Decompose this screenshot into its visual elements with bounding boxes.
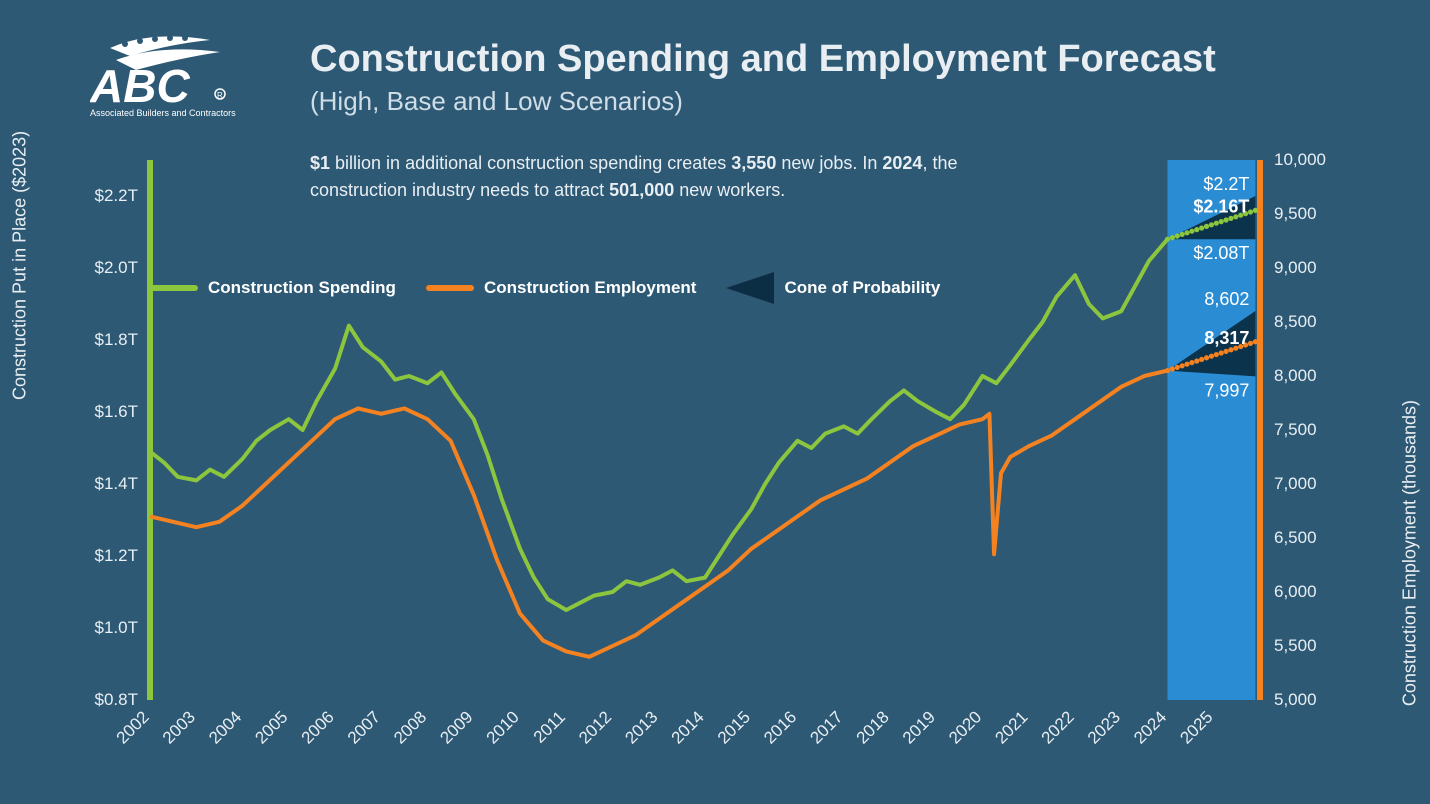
y-right-tick: 5,000	[1274, 690, 1317, 709]
line-spending	[150, 239, 1168, 610]
forecast-dot	[1180, 363, 1185, 368]
forecast-dot	[1170, 366, 1175, 371]
y-right-tick: 7,500	[1274, 420, 1317, 439]
forecast-label: $2.2T	[1203, 174, 1249, 194]
x-tick: 2009	[436, 707, 476, 747]
forecast-dot	[1219, 219, 1224, 224]
forecast-dot	[1209, 222, 1214, 227]
forecast-dot	[1199, 357, 1204, 362]
y-right-tick: 10,000	[1274, 150, 1326, 169]
forecast-label: 8,317	[1204, 328, 1249, 348]
x-tick: 2003	[159, 707, 199, 747]
forecast-dot	[1165, 368, 1170, 373]
y-axis-right-label: Construction Employment (thousands)	[1400, 400, 1421, 706]
forecast-dot	[1194, 358, 1199, 363]
forecast-dot	[1204, 355, 1209, 360]
x-tick: 2019	[899, 707, 939, 747]
y-right-tick: 8,000	[1274, 366, 1317, 385]
x-tick: 2021	[991, 707, 1031, 747]
y-left-tick: $2.2T	[95, 186, 138, 205]
x-tick: 2012	[575, 707, 615, 747]
forecast-dot	[1204, 224, 1209, 229]
forecast-dot	[1253, 339, 1258, 344]
y-left-tick: $1.0T	[95, 618, 138, 637]
chart-card: ABC R Associated Builders and Contractor…	[0, 0, 1430, 804]
x-tick: 2014	[668, 707, 708, 747]
forecast-dot	[1199, 225, 1204, 230]
x-tick: 2008	[390, 707, 430, 747]
x-tick: 2016	[760, 707, 800, 747]
x-tick: 2018	[853, 707, 893, 747]
forecast-dot	[1189, 229, 1194, 234]
y-left-tick: $1.8T	[95, 330, 138, 349]
forecast-dot	[1194, 227, 1199, 232]
x-tick: 2007	[344, 707, 384, 747]
svg-text:Associated Builders and Contra: Associated Builders and Contractors	[90, 108, 236, 118]
forecast-label: 8,602	[1204, 289, 1249, 309]
forecast-dot	[1175, 233, 1180, 238]
x-tick: 2010	[483, 707, 523, 747]
y-right-tick: 5,500	[1274, 636, 1317, 655]
forecast-dot	[1214, 352, 1219, 357]
forecast-dot	[1223, 349, 1228, 354]
x-tick: 2015	[714, 707, 754, 747]
y-left-tick: $0.8T	[95, 690, 138, 709]
forecast-dot	[1189, 360, 1194, 365]
y-axis-left-label: Construction Put in Place ($2023)	[10, 131, 31, 400]
forecast-label: 7,997	[1204, 380, 1249, 400]
y-left-tick: $2.0T	[95, 258, 138, 277]
forecast-band	[1168, 160, 1256, 700]
forecast-dot	[1165, 237, 1170, 242]
y-left-tick: $1.6T	[95, 402, 138, 421]
chart-title: Construction Spending and Employment For…	[310, 38, 1216, 81]
x-tick: 2005	[251, 707, 291, 747]
forecast-label: $2.16T	[1193, 196, 1249, 216]
y-right-tick: 6,000	[1274, 582, 1317, 601]
line-employment	[150, 371, 1168, 657]
y-right-tick: 7,000	[1274, 474, 1317, 493]
svg-text:ABC: ABC	[90, 60, 190, 112]
forecast-dot	[1228, 216, 1233, 221]
y-right-tick: 8,500	[1274, 312, 1317, 331]
forecast-dot	[1184, 362, 1189, 367]
forecast-dot	[1219, 350, 1224, 355]
x-tick: 2002	[113, 707, 153, 747]
x-tick: 2024	[1130, 707, 1170, 747]
x-tick: 2004	[205, 707, 245, 747]
abc-logo: ABC R Associated Builders and Contractor…	[90, 30, 290, 120]
x-tick: 2011	[530, 707, 569, 746]
y-left-tick: $1.4T	[95, 474, 138, 493]
y-right-tick: 9,000	[1274, 258, 1317, 277]
chart-subtitle: (High, Base and Low Scenarios)	[310, 86, 683, 117]
forecast-dot	[1253, 208, 1258, 213]
forecast-dot	[1184, 230, 1189, 235]
chart-plot: $0.8T $1.0T $1.2T $1.4T $1.6T $1.8T $2.0T $2.2T…	[50, 140, 1380, 760]
x-tick: 2017	[806, 707, 846, 747]
forecast-dot	[1228, 347, 1233, 352]
svg-text:R: R	[217, 91, 223, 100]
forecast-label: $2.08T	[1193, 243, 1249, 263]
forecast-dot	[1180, 232, 1185, 237]
x-tick: 2020	[945, 707, 985, 747]
x-tick: 2013	[621, 707, 661, 747]
forecast-dot	[1170, 235, 1175, 240]
x-tick: 2022	[1038, 707, 1078, 747]
x-tick: 2006	[298, 707, 338, 747]
x-tick: 2025	[1176, 707, 1216, 747]
forecast-dot	[1209, 354, 1214, 359]
y-right-tick: 9,500	[1274, 204, 1317, 223]
y-left-tick: $1.2T	[95, 546, 138, 565]
forecast-dot	[1214, 221, 1219, 226]
forecast-dot	[1223, 217, 1228, 222]
forecast-dot	[1175, 365, 1180, 370]
x-tick: 2023	[1084, 707, 1124, 747]
y-right-tick: 6,500	[1274, 528, 1317, 547]
